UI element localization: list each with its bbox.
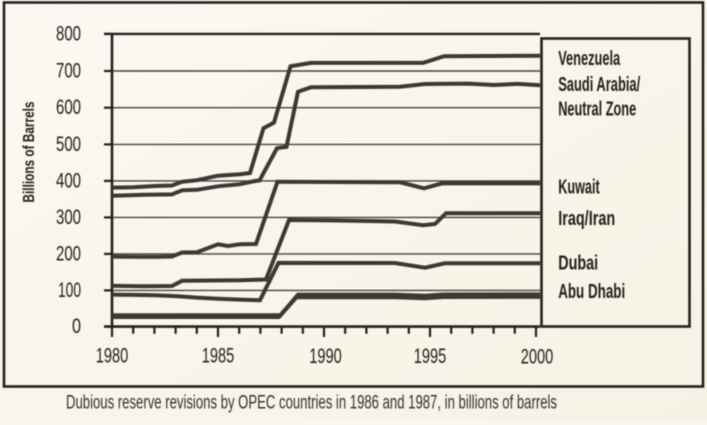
svg-text:Saudi Arabia/: Saudi Arabia/: [558, 73, 640, 96]
svg-text:400: 400: [56, 169, 81, 192]
svg-text:500: 500: [56, 133, 81, 156]
svg-text:200: 200: [56, 242, 81, 265]
svg-text:0: 0: [72, 315, 81, 338]
svg-text:Dubai: Dubai: [558, 252, 598, 275]
svg-text:Venezuela: Venezuela: [558, 47, 620, 70]
svg-text:700: 700: [56, 60, 81, 83]
svg-text:800: 800: [56, 22, 81, 45]
svg-text:Dubious reserve revisions by O: Dubious reserve revisions by OPEC countr…: [66, 393, 557, 414]
svg-text:1995: 1995: [414, 345, 447, 368]
svg-text:2000: 2000: [521, 346, 554, 369]
svg-text:Abu Dhabi: Abu Dhabi: [558, 280, 625, 303]
svg-text:Billions of Barrels: Billions of Barrels: [21, 102, 38, 203]
svg-text:Iraq/Iran: Iraq/Iran: [558, 207, 615, 230]
svg-text:600: 600: [56, 96, 81, 119]
svg-text:Neutral Zone: Neutral Zone: [558, 98, 636, 121]
svg-text:1985: 1985: [202, 345, 235, 368]
svg-text:300: 300: [56, 206, 81, 229]
svg-text:100: 100: [58, 279, 81, 302]
svg-text:1990: 1990: [309, 345, 342, 368]
svg-text:Kuwait: Kuwait: [558, 175, 600, 198]
svg-text:1980: 1980: [96, 345, 129, 368]
